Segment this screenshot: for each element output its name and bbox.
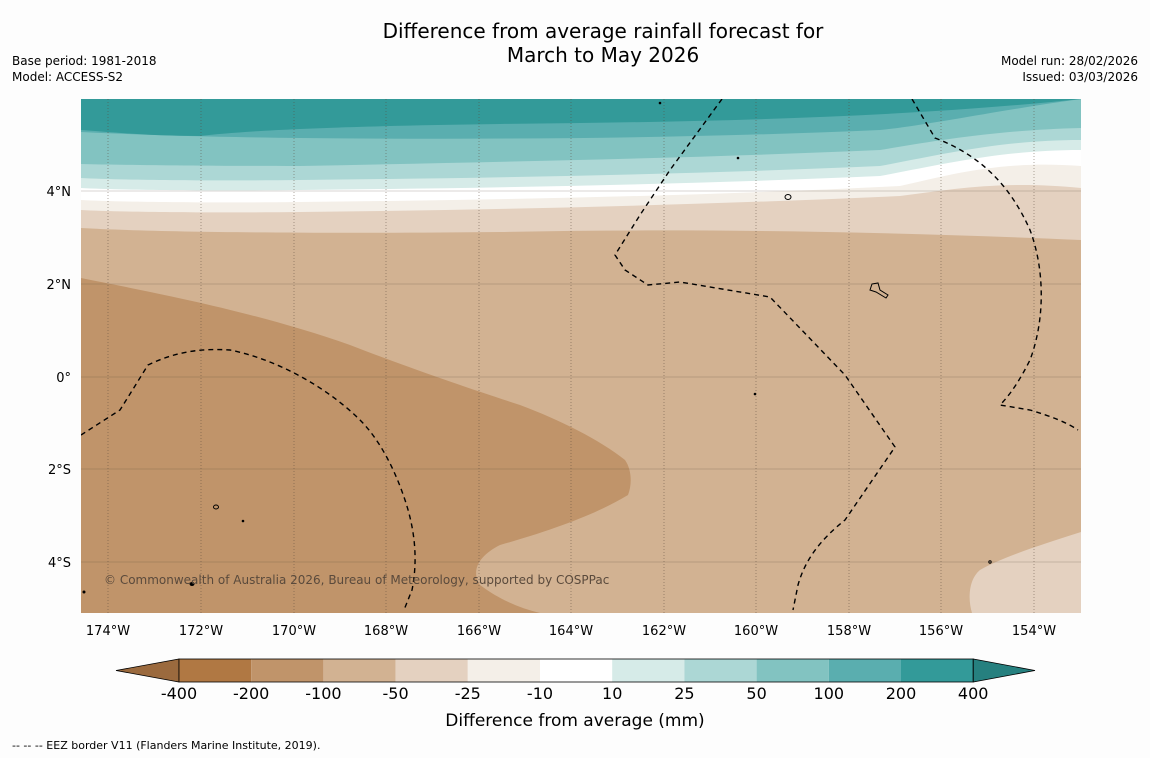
colorbar-tick-label: 10 xyxy=(602,684,622,703)
island-10 xyxy=(82,590,86,594)
colorbar-segment xyxy=(828,659,901,682)
island-7 xyxy=(736,156,740,160)
island-5 xyxy=(753,392,757,396)
band-wet-very-strong xyxy=(81,99,1081,136)
lon-label: 160°W xyxy=(734,624,778,639)
lon-label: 168°W xyxy=(364,624,408,639)
colorbar-segment xyxy=(756,659,829,682)
lon-label: 154°W xyxy=(1012,624,1056,639)
colorbar-tick-label: 100 xyxy=(814,684,845,703)
colorbar-tick-label: -100 xyxy=(305,684,341,703)
colorbar-segment xyxy=(179,659,252,682)
lon-label: 164°W xyxy=(549,624,593,639)
title-line-1: Difference from average rainfall forecas… xyxy=(382,19,824,43)
colorbar-title: Difference from average (mm) xyxy=(445,711,704,731)
colorbar-segment xyxy=(395,659,468,682)
meta-right: Model run: 28/02/2026 Issued: 03/03/2026 xyxy=(1001,53,1138,85)
colorbar-tick-label: 200 xyxy=(886,684,917,703)
colorbar-segment xyxy=(251,659,324,682)
island-1 xyxy=(784,194,792,200)
colorbar: -400 -200 -100 -50 -25 -10 10 25 50 100 200 400 xyxy=(115,658,1036,703)
lon-label: 170°W xyxy=(272,624,316,639)
region-dry-strong xyxy=(81,278,631,613)
region-dry-light xyxy=(969,532,1081,613)
island-9 xyxy=(988,560,992,564)
model-run-text: Model run: 28/02/2026 xyxy=(1000,54,1138,68)
eez-borders xyxy=(81,99,1079,611)
lat-label: 2°S xyxy=(48,463,71,478)
latitude-labels: 4°N 2°N 0° 2°S 4°S xyxy=(47,185,72,571)
model-text: Model: ACCESS-S2 xyxy=(12,70,124,84)
lon-label: 156°W xyxy=(919,624,963,639)
colorbar-segment xyxy=(323,659,396,682)
lon-label: 162°W xyxy=(642,624,686,639)
colorbar-tick-label: -400 xyxy=(161,684,197,703)
graticule xyxy=(81,99,1081,613)
lat-label: 4°S xyxy=(48,556,71,571)
islands xyxy=(82,101,992,594)
colorbar-tick-label: 25 xyxy=(674,684,694,703)
colorbar-outline xyxy=(178,658,974,683)
colorbar-segment xyxy=(901,659,974,682)
eez-footnote: -- -- -- EEZ border V11 (Flanders Marine… xyxy=(12,739,321,752)
title-line-2: March to May 2026 xyxy=(506,43,700,67)
colorbar-tick-label: 400 xyxy=(958,684,989,703)
colorbar-tick-label: -50 xyxy=(383,684,409,703)
lon-label: 174°W xyxy=(86,624,130,639)
lon-label: 158°W xyxy=(827,624,871,639)
colorbar-extend-right xyxy=(972,658,1036,683)
map-title: Difference from average rainfall forecas… xyxy=(0,19,1150,67)
island-8 xyxy=(189,582,195,586)
issued-text: Issued: 03/03/2026 xyxy=(1022,70,1138,84)
colorbar-segment xyxy=(540,659,613,682)
colorbar-tick-label: -25 xyxy=(455,684,481,703)
colorbar-tick-label: -10 xyxy=(527,684,553,703)
colorbar-tick-label: 50 xyxy=(746,684,766,703)
base-period-text: Base period: 1981-2018 xyxy=(12,54,157,68)
colorbar-segment xyxy=(467,659,540,682)
meta-left: Base period: 1981-2018 Model: ACCESS-S2 xyxy=(12,53,157,85)
island-2 xyxy=(869,282,889,299)
island-6 xyxy=(658,101,662,105)
lat-label: 0° xyxy=(56,371,71,386)
colorbar-segment xyxy=(684,659,757,682)
lon-label: 172°W xyxy=(179,624,223,639)
colorbar-extend-left xyxy=(115,658,180,683)
lat-label: 4°N xyxy=(47,185,72,200)
lon-label: 166°W xyxy=(457,624,501,639)
colorbar-tick-label: -200 xyxy=(233,684,269,703)
longitude-labels: 174°W 172°W 170°W 168°W 166°W 164°W 162°… xyxy=(86,624,1056,639)
copyright-text: © Commonwealth of Australia 2026, Bureau… xyxy=(104,573,609,587)
island-4 xyxy=(241,519,245,523)
map-panel: © Commonwealth of Australia 2026, Bureau… xyxy=(81,99,1081,613)
colorbar-segment xyxy=(612,659,685,682)
island-3 xyxy=(213,504,219,510)
lat-label: 2°N xyxy=(47,278,72,293)
